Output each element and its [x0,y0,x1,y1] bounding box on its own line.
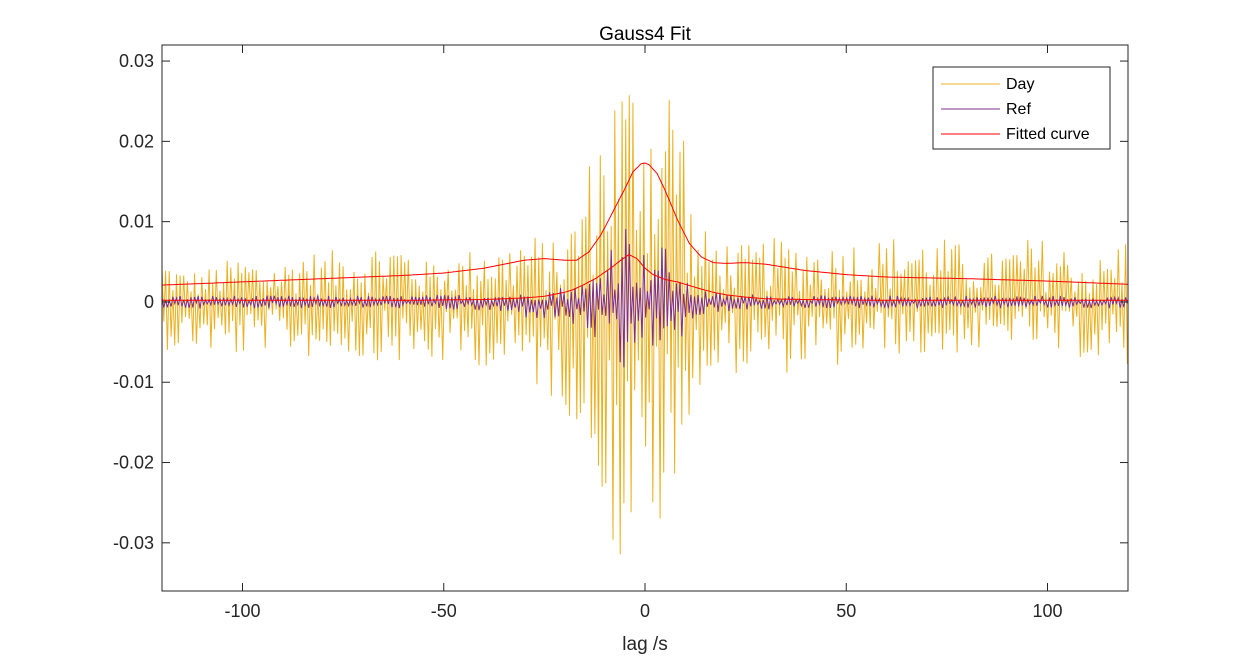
legend-label-fitted-curve: Fitted curve [1006,126,1090,143]
legend-label-ref: Ref [1006,101,1031,118]
y-tick-label: -0.02 [113,453,154,473]
y-tick-label: 0.03 [119,51,154,71]
x-tick-label: 50 [836,601,856,621]
y-tick-label: 0.02 [119,131,154,151]
x-tick-label: 100 [1032,601,1062,621]
legend: Day Ref Fitted curve [933,67,1110,149]
x-axis-label: lag /s [622,634,667,655]
x-tick-label: 0 [640,601,650,621]
x-tick-label: -50 [431,601,457,621]
y-tick-label: -0.01 [113,372,154,392]
y-tick-label: 0 [144,292,154,312]
y-tick-label: -0.03 [113,533,154,553]
legend-label-day: Day [1006,76,1034,93]
x-tick-label: -100 [224,601,260,621]
y-tick-label: 0.01 [119,212,154,232]
chart-title: Gauss4 Fit [599,24,692,45]
